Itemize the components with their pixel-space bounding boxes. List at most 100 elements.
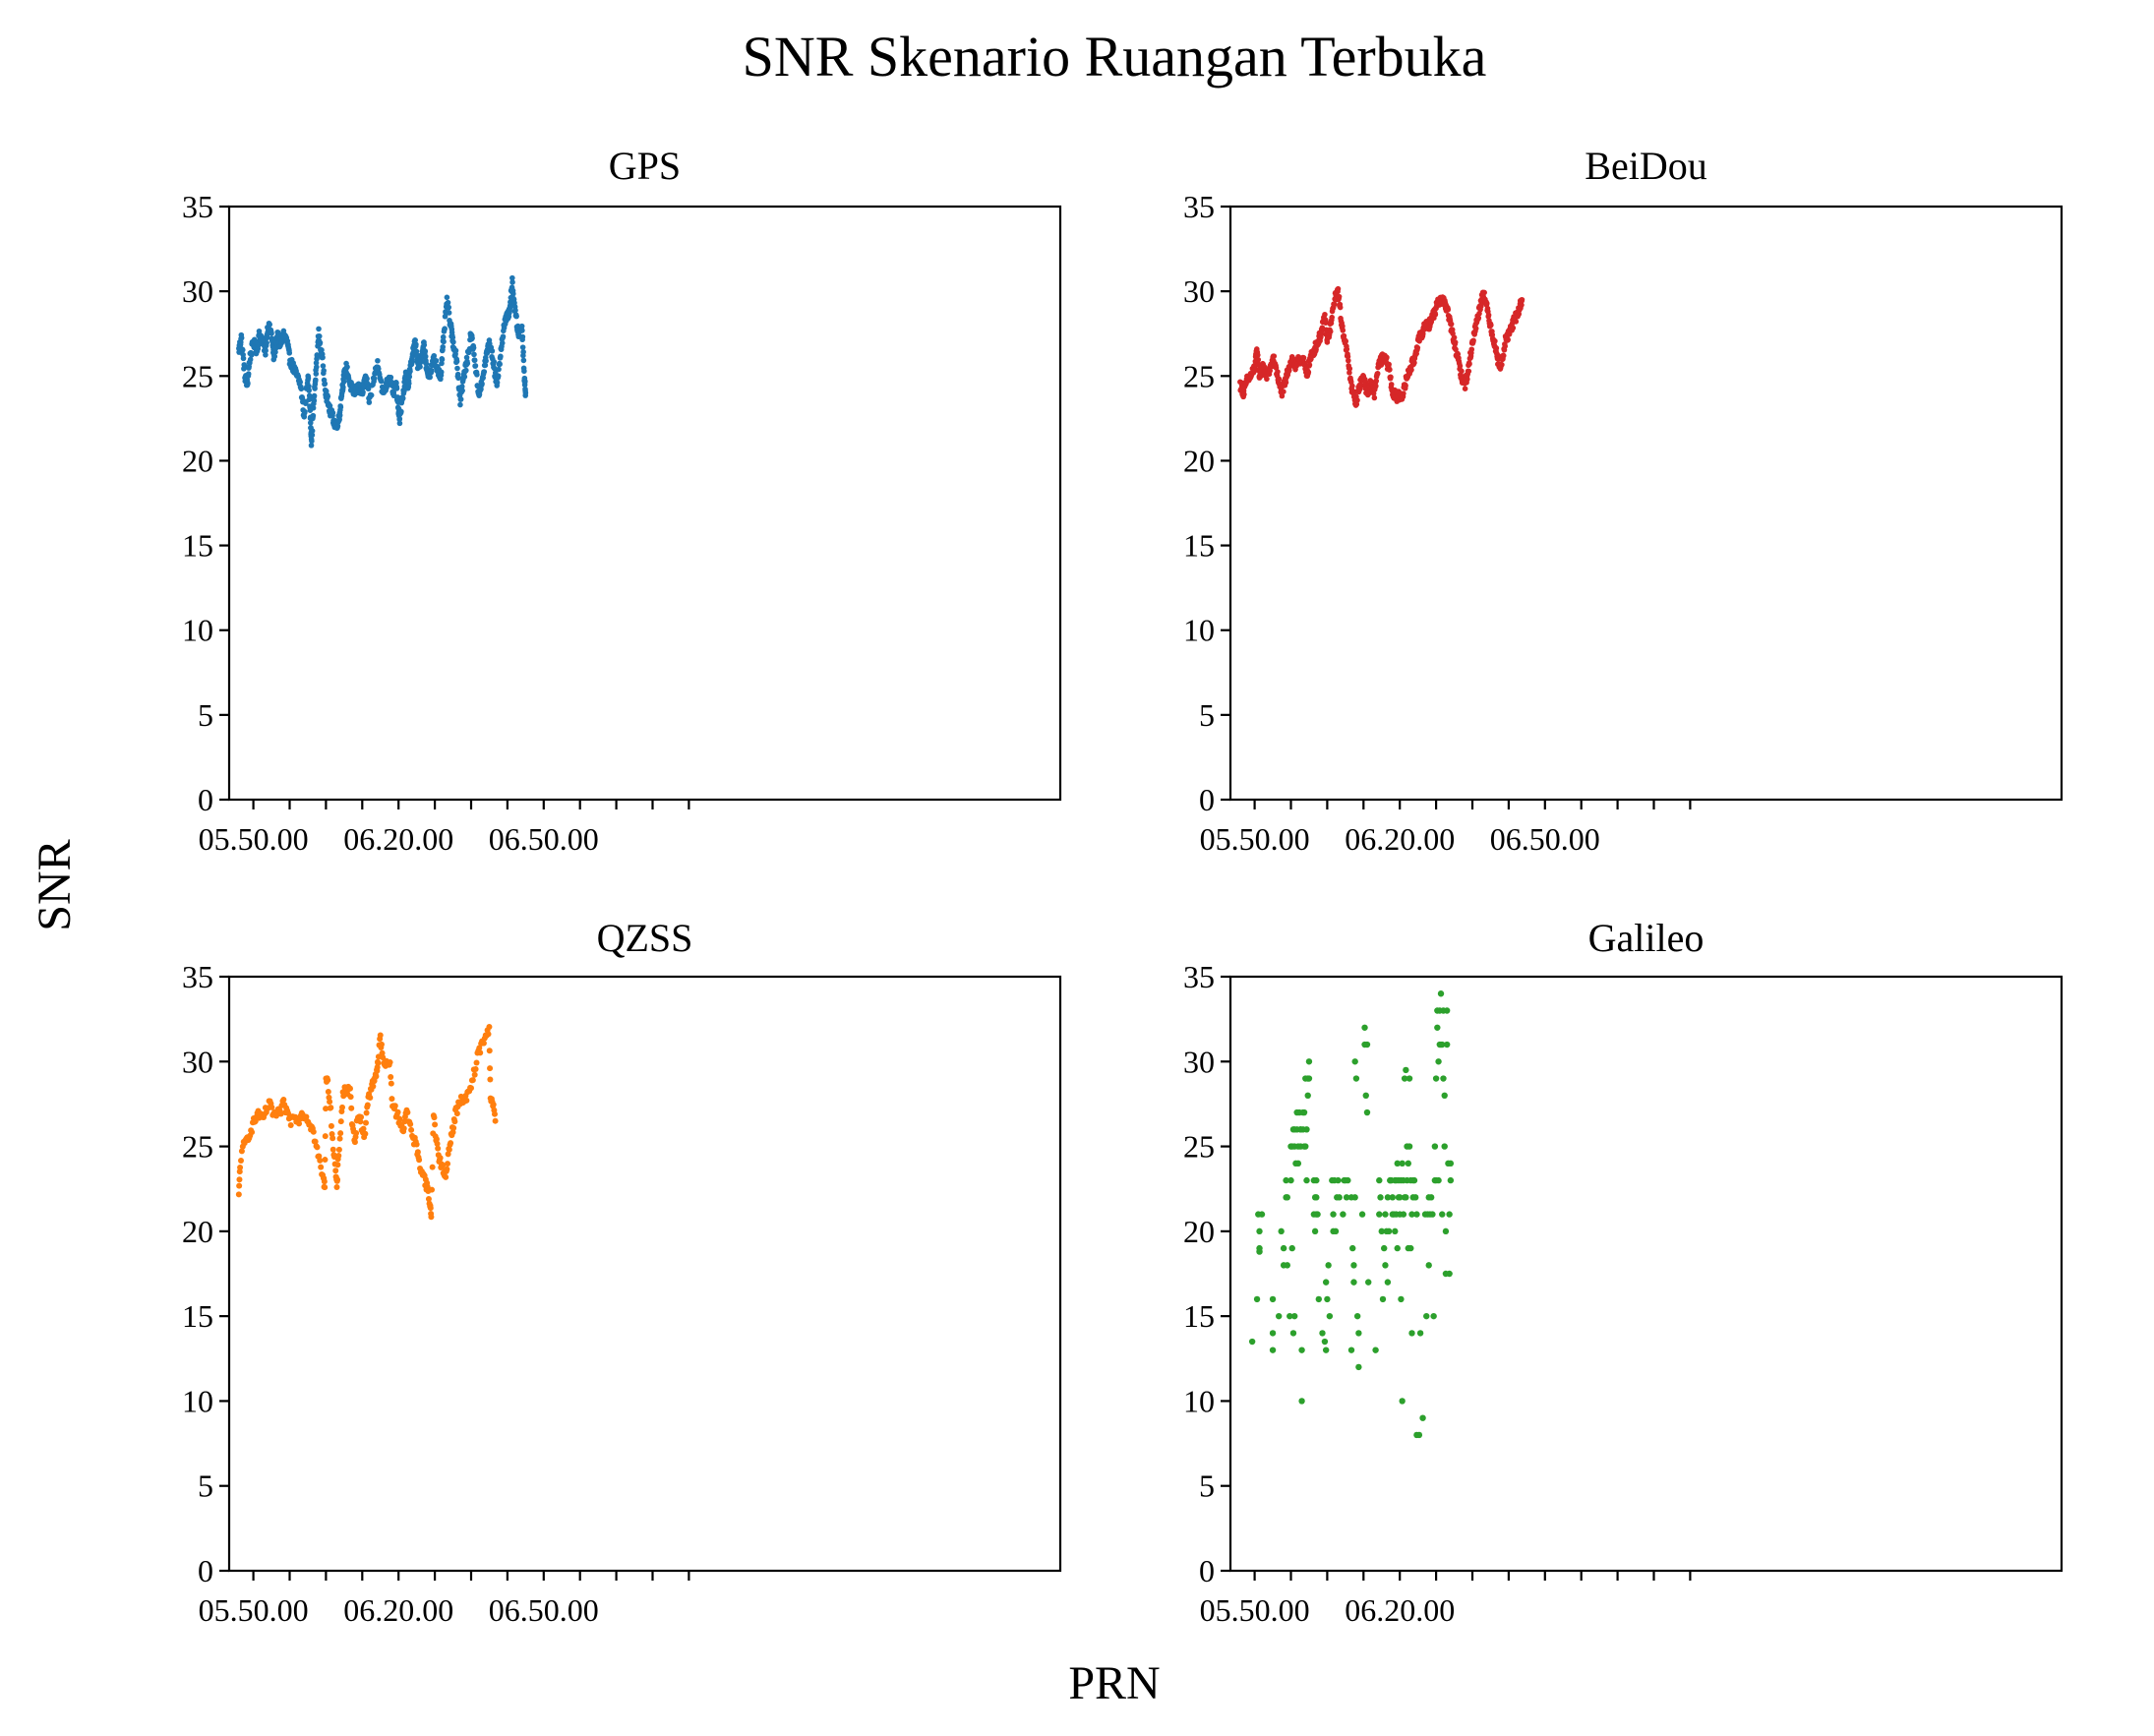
beidou-point (1340, 323, 1346, 329)
beidou-ytick-label: 20 (1183, 443, 1215, 478)
beidou-ytick-label: 35 (1183, 189, 1215, 224)
galileo-point (1423, 1312, 1430, 1320)
qzss-point (477, 1049, 484, 1056)
beidou-point (1344, 346, 1350, 352)
beidou-point (1279, 392, 1286, 399)
gps-point (520, 357, 527, 364)
qzss-point (451, 1118, 458, 1125)
beidou-point (1388, 374, 1394, 381)
qzss-point (473, 1059, 480, 1066)
beidou-point (1374, 370, 1381, 377)
gps-point (522, 389, 529, 396)
beidou-point (1327, 329, 1334, 334)
beidou-point (1276, 376, 1283, 383)
galileo-point (1284, 1262, 1291, 1269)
gps-point (297, 379, 304, 386)
beidou-point (1499, 362, 1505, 368)
beidou-point (1343, 338, 1349, 344)
galileo-point (1287, 1176, 1294, 1184)
qzss-point (328, 1105, 334, 1111)
galileo-point (1443, 1007, 1451, 1014)
beidou-point (1462, 386, 1468, 392)
gps-point (491, 359, 498, 365)
beidou-point (1267, 368, 1274, 374)
gps-point (422, 353, 429, 360)
beidou-point (1457, 363, 1464, 369)
gps-marks (236, 274, 529, 449)
galileo-point (1258, 1211, 1266, 1218)
galileo-point (1269, 1330, 1277, 1337)
galileo-point (1340, 1211, 1346, 1218)
gps-point (483, 358, 489, 364)
qzss-point (407, 1120, 414, 1127)
galileo-point (1400, 1211, 1407, 1218)
gps-point (413, 348, 420, 355)
beidou-point (1485, 312, 1492, 319)
gps-point (519, 333, 526, 340)
qzss-point (347, 1085, 353, 1092)
gps-point (472, 363, 479, 369)
qzss-point (446, 1146, 452, 1153)
galileo-ytick-label: 25 (1183, 1129, 1215, 1165)
gps-point (459, 388, 465, 393)
qzss-point (333, 1184, 340, 1191)
galileo-point (1415, 1431, 1423, 1439)
galileo-point (1278, 1227, 1285, 1235)
galileo-point (1321, 1338, 1329, 1346)
galileo-point (1248, 1338, 1256, 1346)
galileo-point (1403, 1194, 1409, 1201)
beidou-point (1323, 320, 1329, 326)
gps-point (314, 364, 320, 370)
gps-point (445, 299, 451, 306)
beidou-point (1448, 321, 1455, 328)
gps-point (323, 388, 329, 394)
qzss-point (317, 1157, 324, 1164)
galileo-point (1429, 1211, 1436, 1218)
gps-point (264, 339, 269, 346)
gps-point (309, 428, 316, 434)
gps-point (453, 358, 460, 365)
galileo-point (1425, 1262, 1432, 1269)
gps-point (427, 374, 433, 381)
qzss-point (448, 1140, 454, 1147)
qzss-point (388, 1073, 394, 1080)
gps-point (450, 338, 456, 345)
gps-point (375, 357, 381, 364)
galileo-point (1253, 1295, 1261, 1303)
qzss-ytick-label: 30 (182, 1044, 213, 1079)
qzss-point (472, 1065, 479, 1072)
galileo-point (1300, 1108, 1308, 1116)
qzss-point (334, 1162, 341, 1168)
galileo-point (1384, 1194, 1392, 1201)
galileo-ytick-label: 5 (1199, 1468, 1215, 1504)
galileo-point (1363, 1041, 1371, 1048)
qzss-point (445, 1161, 451, 1167)
gps-point (306, 388, 312, 393)
gps-point (422, 348, 429, 354)
gps-point (417, 364, 423, 370)
qzss-point (327, 1099, 333, 1106)
beidou-point (1255, 356, 1262, 363)
qzss-point (329, 1146, 336, 1153)
galileo-point (1322, 1279, 1330, 1286)
gps-point (482, 362, 489, 369)
beidou-point (1472, 326, 1479, 331)
beidou-point (1453, 346, 1459, 353)
figure-x-label: PRN (1068, 1657, 1160, 1709)
galileo-point (1431, 1143, 1439, 1150)
beidou-ytick-label: 0 (1199, 782, 1215, 817)
gps-point (319, 347, 325, 353)
qzss-point (332, 1167, 339, 1174)
gps-point (439, 356, 446, 363)
qzss-title: QZSS (597, 916, 693, 960)
qzss-point (335, 1146, 342, 1153)
gps-point (394, 394, 401, 400)
qzss-point (353, 1130, 360, 1137)
qzss-point (249, 1129, 256, 1136)
gps-point (520, 349, 526, 355)
gps-xtick-label: 06.20.00 (343, 821, 453, 857)
gps-point (455, 375, 461, 382)
beidou-point (1275, 369, 1281, 375)
beidou-axes-frame (1228, 205, 2064, 802)
figure-y-label: SNR (29, 839, 81, 930)
